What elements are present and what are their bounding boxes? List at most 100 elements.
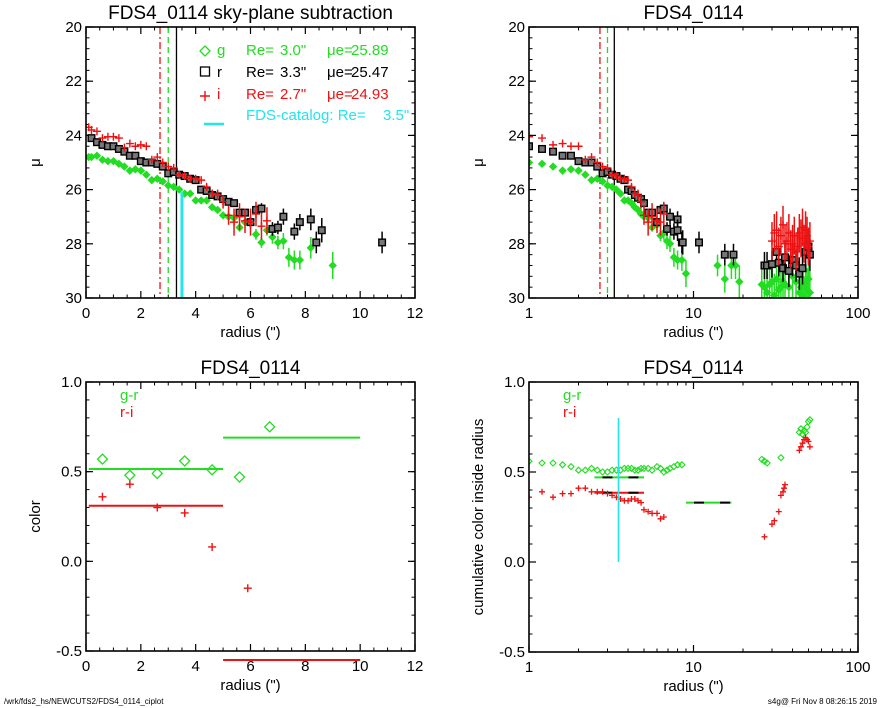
legend-mu-label: μe= [327,86,353,103]
data-point [208,542,217,551]
y-tick-label: 22 [65,73,82,90]
data-point [659,209,668,218]
series-g [86,151,337,280]
data-point [550,494,557,501]
data-point [662,224,671,233]
data-point [767,260,776,269]
data-point [196,196,206,205]
legend-band: r [217,64,222,81]
data-point [627,182,636,191]
data-point [677,255,687,265]
data-point [666,212,675,221]
legend: g Re= 3.0" μe=25.89r Re= 3.3" μe=25.47i Re= 2.7"… [199,42,409,126]
data-point [805,237,814,246]
legend-symbol-plus [200,91,210,101]
data-point [656,464,665,473]
data-point [109,156,118,166]
data-point [644,464,652,473]
data-point [262,216,271,225]
data-point [638,499,645,506]
y-axis-label: μ [27,158,44,167]
data-point [779,488,786,495]
plot-area [88,420,361,593]
chart-title: FDS4_0114 [201,358,301,379]
y-tick-label: 26 [508,182,525,199]
data-point [625,497,632,504]
x-tick-label: 4 [191,658,199,675]
legend-mu-value: 25.89 [351,42,389,59]
data-point [581,466,590,474]
data-point [251,209,260,218]
data-point [142,170,151,179]
x-tick-label: 8 [301,305,309,322]
data-point [806,416,814,424]
y-tick-label: -0.5 [56,643,82,660]
data-point [230,199,239,208]
data-point [786,245,795,254]
data-point [660,514,667,520]
data-point [678,461,686,469]
data-point [665,239,675,249]
data-point [92,151,102,160]
data-point [720,250,729,259]
data-point [169,163,178,172]
data-point [153,503,162,512]
data-point [136,140,145,149]
data-point [103,156,113,166]
x-tick-label: 10 [352,658,369,675]
data-point [804,274,813,284]
data-point [178,454,191,467]
data-point [574,166,583,175]
data-point [158,177,167,186]
x-tick-label: 10 [685,659,702,676]
data-point [777,453,785,462]
data-point [566,151,575,160]
footer-file-path: /wrk/fds2_hs/NEWCUTS2/FDS4_0114_ciplot [4,697,164,706]
chart-title: FDS4_0114 [644,3,744,24]
data-point [761,533,768,540]
data-point [593,158,602,167]
data-point [673,226,682,235]
data-point [263,420,276,433]
y-tick-label: 24 [508,127,525,144]
data-point [797,425,805,433]
data-point [268,232,277,242]
legend-mu-value: 24.93 [351,86,389,103]
legend-entry: g-r [563,387,581,404]
data-point [587,153,596,162]
data-point [257,222,266,231]
data-point [624,176,633,185]
data-point [169,182,178,192]
x-tick-label: 10 [352,305,369,322]
data-point [123,469,136,482]
data-point [627,464,636,473]
y-tick-label: 30 [65,290,82,307]
data-point [538,144,547,153]
data-point [694,238,703,247]
data-point [648,466,656,474]
legend-re-value: 2.7" [280,86,306,103]
data-point [637,197,646,206]
legend-catalog-label: FDS-catalog: Re= [246,107,366,124]
legend-re-value: 3.0" [280,42,306,59]
y-tick-label: 0.0 [504,554,525,571]
data-point [529,132,533,141]
data-point [312,238,321,247]
legend-re-label: Re= [246,42,274,59]
data-point [803,423,811,431]
data-point [120,162,129,171]
x-tick-label: 6 [246,658,254,675]
data-point [175,185,184,194]
data-point [713,261,722,270]
y-tick-label: 24 [65,127,82,144]
data-point [207,203,217,212]
data-point [206,463,219,476]
data-point [279,212,288,221]
x-tick-label: 0 [82,658,90,675]
data-point [581,155,590,164]
data-point [290,227,299,236]
data-point [153,153,162,162]
data-point [681,269,691,278]
legend: g-rr-i [120,387,138,421]
